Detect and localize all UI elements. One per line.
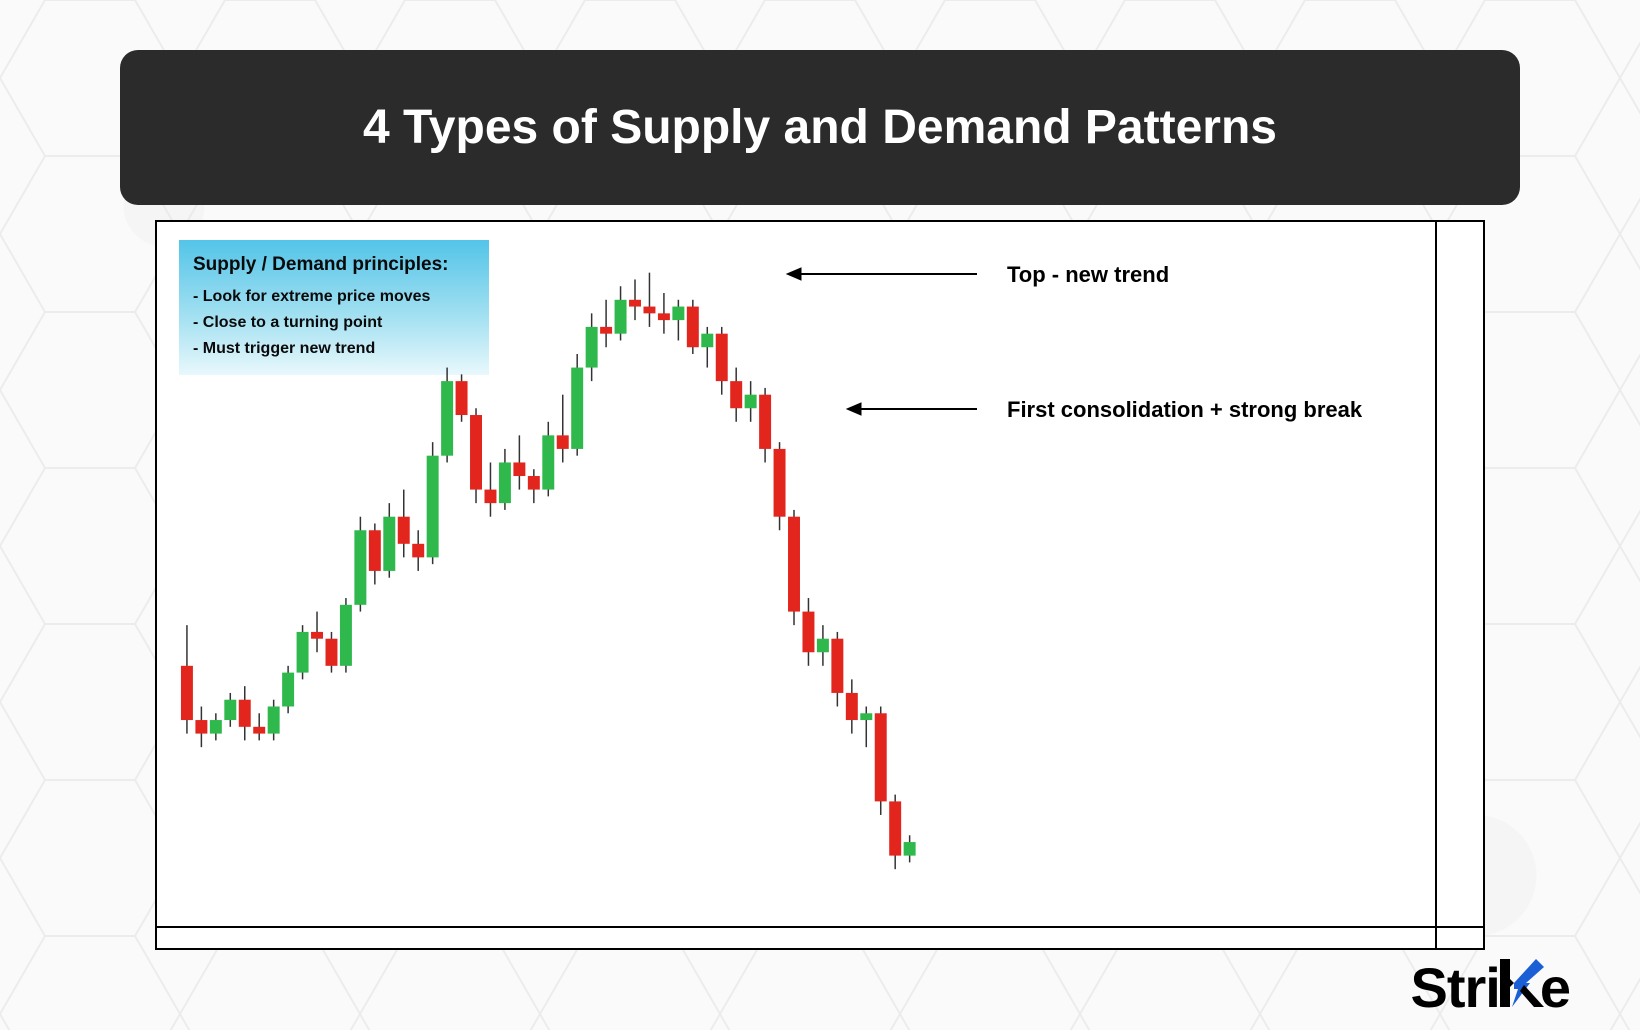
title-bar: 4 Types of Supply and Demand Patterns <box>120 50 1520 205</box>
logo-k-mark-icon <box>1500 955 1540 1020</box>
chart-frame: Supply / Demand principles: - Look for e… <box>155 220 1485 950</box>
annotation-consolidation: First consolidation + strong break <box>1007 397 1362 423</box>
chart-right-axis <box>1435 222 1437 948</box>
candlestick-chart <box>167 232 1433 910</box>
page-title: 4 Types of Supply and Demand Patterns <box>363 99 1277 157</box>
logo-text-prefix: Stri <box>1410 955 1499 1020</box>
logo-text-suffix: e <box>1540 955 1570 1020</box>
strike-logo: Stri e <box>1410 955 1570 1020</box>
chart-bottom-axis <box>157 926 1483 928</box>
annotation-top-trend: Top - new trend <box>1007 262 1169 288</box>
chart-inner: Supply / Demand principles: - Look for e… <box>167 232 1433 918</box>
